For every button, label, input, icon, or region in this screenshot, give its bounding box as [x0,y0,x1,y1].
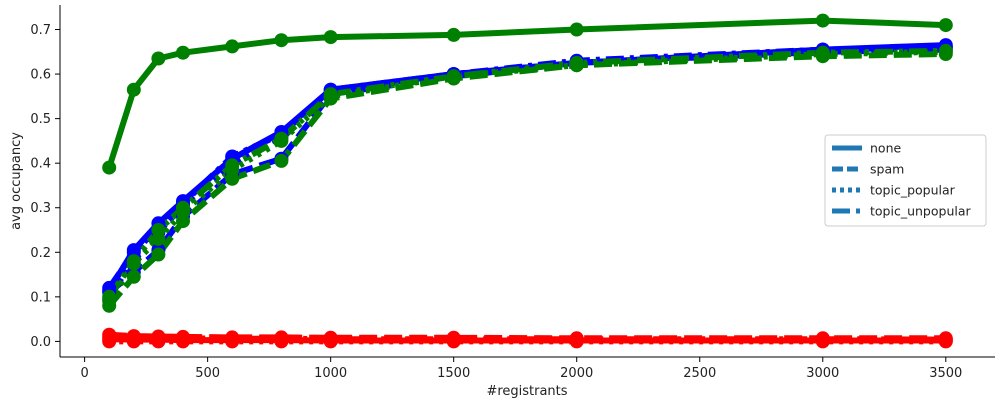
legend: none spam topic_popular topic_unpopular [824,134,987,227]
y-tick-label: 0.4 [30,157,51,172]
x-tick-label: 3000 [806,366,839,381]
data-point-green [102,289,117,304]
y-axis-label: avg occupancy [9,132,24,230]
data-point-red [274,331,289,346]
data-point-red [126,330,141,345]
data-point-green [151,223,166,237]
legend-label: topic_unpopular [870,204,971,219]
data-point-green [151,51,166,66]
data-point-green [323,30,338,45]
data-point-green [274,33,289,48]
y-tick-label: 0.0 [30,335,51,350]
data-point-red [815,332,830,347]
x-ticks: 0 500 1000 1500 2000 2500 3000 3500 [80,357,962,381]
data-point-green [323,87,338,102]
data-point-green [225,39,240,54]
y-tick-label: 0.6 [30,68,51,83]
data-point-green [176,45,190,60]
x-tick-label: 2500 [683,366,716,381]
data-point-green [274,153,289,168]
y-tick-label: 0.7 [30,23,51,38]
data-point-green [446,69,461,84]
data-point-green [176,200,190,215]
data-point-red [938,332,953,347]
axes [59,5,995,358]
legend-label: spam [870,162,904,177]
data-point-red [569,332,584,347]
data-point-red [446,332,461,347]
y-tick-label: 0.2 [30,246,51,261]
data-point-green [126,254,141,269]
data-point-green [126,269,141,284]
x-axis-label: #registrants [486,384,567,399]
data-point-green [126,82,141,97]
x-tick-label: 2000 [560,366,593,381]
data-point-green [446,27,461,42]
plot-points [102,13,953,349]
data-point-green [274,131,289,146]
data-point-green [569,22,584,37]
x-tick-label: 3500 [929,366,962,381]
y-tick-label: 0.5 [30,112,51,127]
legend-frame [824,134,987,227]
x-tick-label: 500 [195,366,220,381]
y-tick-label: 0.1 [30,290,51,305]
legend-items: none spam topic_popular topic_unpopular [832,141,971,219]
data-point-red [151,330,166,345]
legend-label: none [870,141,901,156]
data-point-red [176,331,190,346]
legend-label: topic_popular [870,183,956,198]
data-point-green [815,45,830,60]
y-ticks: 0.0 0.1 0.2 0.3 0.4 0.5 0.6 0.7 [30,23,60,350]
series-line-green-dashdot [106,47,946,299]
x-tick-label: 1000 [314,366,347,381]
data-point-green [938,43,953,58]
y-tick-label: 0.3 [30,201,51,216]
data-point-green [151,247,166,262]
x-tick-label: 1500 [437,366,470,381]
data-point-green [225,158,240,173]
data-point-red [102,329,117,344]
data-point-red [225,331,240,346]
data-point-green [102,160,117,175]
data-point-green [938,18,953,33]
x-tick-label: 0 [80,366,88,381]
data-point-green [815,13,830,28]
data-point-red [323,332,338,347]
data-point-green [569,55,584,70]
